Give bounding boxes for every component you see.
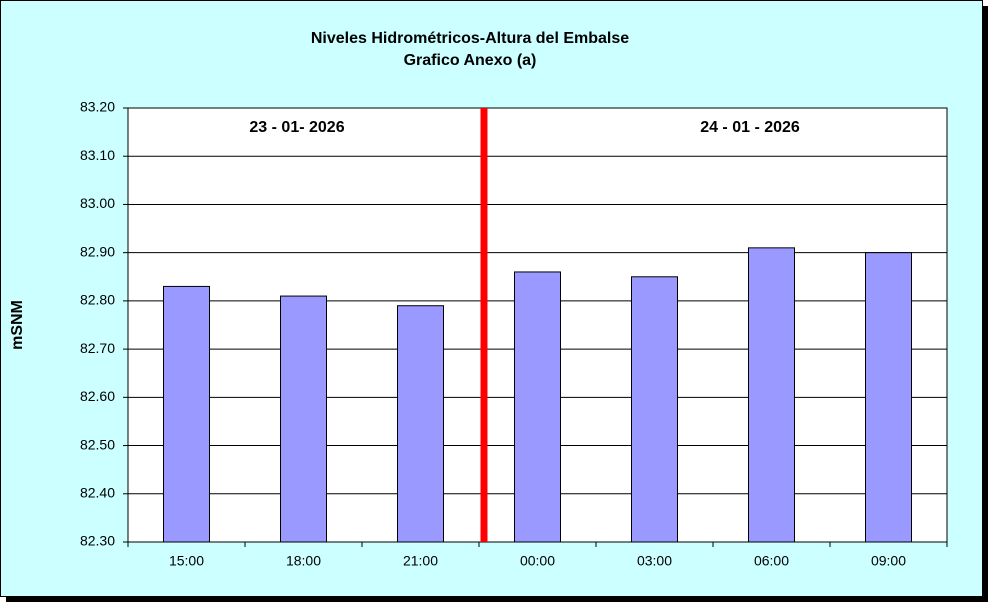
bar [748,247,795,543]
chart-title: Niveles Hidrométricos-Altura del Embalse [311,30,629,47]
chart-subtitle: Grafico Anexo (a) [404,52,537,69]
y-tick-label: 82.90 [80,243,115,259]
bar [865,252,912,543]
x-tick-label: 18:00 [286,553,321,569]
y-axis-label: mSNM [9,300,26,350]
y-tick-label: 83.20 [80,99,115,115]
x-tick-label: 00:00 [520,553,555,569]
x-tick-label: 03:00 [637,553,672,569]
bar [163,285,210,543]
y-tick-label: 82.40 [80,484,115,500]
y-tick-label: 82.30 [80,533,115,549]
y-tick-label: 82.70 [80,340,115,356]
date-annotation: 24 - 01 - 2026 [700,119,800,136]
x-tick-label: 06:00 [754,553,789,569]
y-tick-label: 82.60 [80,388,115,404]
x-tick-label: 09:00 [871,553,906,569]
y-tick-label: 82.50 [80,436,115,452]
date-annotation: 23 - 01- 2026 [249,119,344,136]
bar [631,276,678,543]
y-tick-label: 83.00 [80,195,115,211]
bar [280,295,327,543]
bar [397,305,444,543]
bar [514,271,561,543]
y-tick-label: 83.10 [80,147,115,163]
x-tick-label: 15:00 [169,553,204,569]
x-tick-label: 21:00 [403,553,438,569]
y-tick-label: 82.80 [80,292,115,308]
